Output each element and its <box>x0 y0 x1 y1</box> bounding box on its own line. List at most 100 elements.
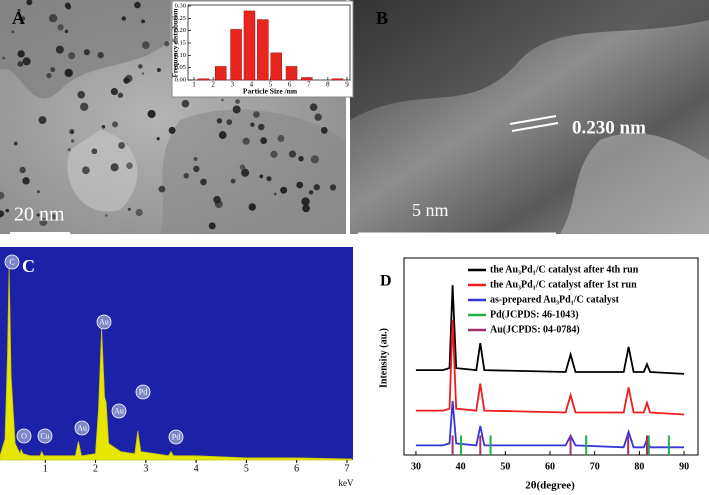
particle <box>101 124 106 129</box>
bar <box>215 66 227 81</box>
x-tick-label: 9 <box>345 81 349 89</box>
particle <box>67 148 71 152</box>
particle <box>22 177 30 185</box>
particle <box>97 51 104 59</box>
particle <box>55 45 64 54</box>
bar <box>301 77 313 81</box>
particle <box>242 137 250 145</box>
particle <box>36 190 40 194</box>
y-tick-label: 0.30 <box>175 2 186 9</box>
x-tick-label: 2 <box>93 463 98 474</box>
x-tick-label: 5 <box>269 81 273 89</box>
eds-spectrum: 1 2 3 4 5 6 7 keV C O Cu Au Au Au Pd Pd C <box>0 247 354 488</box>
plot-frame <box>403 257 699 456</box>
particle <box>141 72 145 75</box>
particle <box>57 24 64 31</box>
particle <box>230 178 236 184</box>
particle <box>313 184 320 191</box>
panel-a-labels: A 20 nm <box>10 8 70 236</box>
lattice-line <box>511 122 559 132</box>
x-tick-label: 4 <box>194 463 199 474</box>
peak-label: Pd <box>139 387 147 396</box>
legend-label: the Au₃Pd₁/C catalyst after 1st run <box>490 279 637 290</box>
x-tick-label: 80 <box>634 461 644 472</box>
particle <box>105 214 108 217</box>
peak-marker <box>16 428 32 444</box>
peak-label: O <box>21 431 27 440</box>
x-tick-label: 6 <box>294 463 299 474</box>
particle <box>273 192 277 196</box>
plot-frame <box>187 4 351 81</box>
bar <box>285 66 298 81</box>
dark-region <box>0 0 170 99</box>
peak-marker <box>96 314 112 330</box>
light-region <box>560 133 709 234</box>
x-axis-label: Particle Size /nm <box>243 87 298 96</box>
peak-label: C <box>9 257 14 266</box>
y-tick-label: 0.00 <box>175 76 186 83</box>
particle <box>64 68 73 78</box>
particle <box>91 148 98 155</box>
particle <box>309 103 318 111</box>
spectrum-area <box>0 266 353 461</box>
x-tick-label: 8 <box>326 81 330 89</box>
peak-marker <box>168 429 184 445</box>
x-tick-label: 5 <box>244 463 249 474</box>
particle <box>314 113 322 121</box>
particle <box>226 119 233 125</box>
y-tick-label: 0.20 <box>175 27 186 34</box>
particle <box>329 184 337 191</box>
particle <box>68 52 76 60</box>
particle <box>5 208 10 213</box>
particle <box>193 165 200 173</box>
peak-marker <box>111 403 127 419</box>
particle <box>26 0 33 6</box>
particle <box>50 67 56 73</box>
y-tick-label: 0.15 <box>175 39 186 46</box>
bar <box>270 52 282 81</box>
x-tick-label: 1 <box>192 81 196 89</box>
x-tick-label: 90 <box>679 461 689 472</box>
particle <box>277 134 285 142</box>
peak-label: Au <box>114 406 124 415</box>
particle <box>200 178 207 186</box>
particle <box>232 105 241 114</box>
particle <box>250 122 255 127</box>
x-tick-label: 4 <box>250 81 254 89</box>
particle <box>302 204 310 213</box>
x-axis-label: keV <box>339 478 354 488</box>
particle <box>46 72 52 79</box>
particle <box>141 19 145 24</box>
particle <box>126 162 133 169</box>
x-tick-label: 3 <box>143 463 148 474</box>
particle <box>253 111 260 118</box>
particle <box>17 50 25 58</box>
peak-marker <box>4 254 20 270</box>
particle <box>110 88 118 96</box>
panel-label: A <box>12 8 25 28</box>
particle <box>127 207 131 211</box>
series-line <box>415 285 685 375</box>
particle <box>82 166 90 175</box>
peak-label: Cu <box>40 431 49 440</box>
particle <box>123 77 130 84</box>
particle <box>193 156 198 161</box>
light-region <box>67 130 138 212</box>
particle <box>296 181 304 189</box>
particle <box>17 61 24 67</box>
legend-label: as-prepared Au₃Pd₁/C catalyst <box>490 294 620 305</box>
lattice-line <box>509 115 557 125</box>
particle <box>138 64 143 69</box>
y-axis-label: Frequency distribution <box>172 8 180 77</box>
dark-region <box>160 109 346 234</box>
peak-marker <box>135 384 151 400</box>
particle <box>36 213 40 217</box>
bar <box>230 29 242 81</box>
particle <box>0 210 5 217</box>
legend-label: the Au₃Pd₁/C catalyst after 4th run <box>490 264 639 275</box>
bar <box>331 78 344 81</box>
series-line <box>415 319 685 416</box>
peak-label: Au <box>99 317 109 326</box>
y-tick-label: 0.05 <box>175 64 186 71</box>
